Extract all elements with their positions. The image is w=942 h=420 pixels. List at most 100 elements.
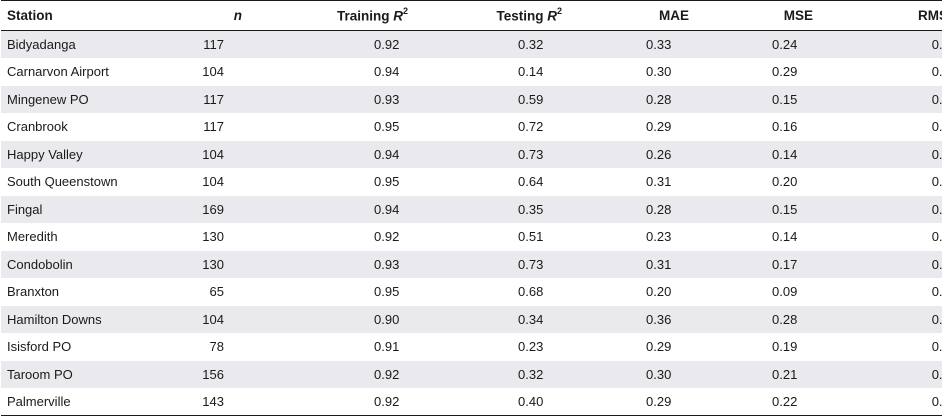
cell-mse: 0.17 <box>772 256 798 272</box>
cell-testing-r2: 0.73 <box>518 256 544 272</box>
cell-n: 117 <box>203 119 224 135</box>
cell-mse: 0.09 <box>772 284 798 300</box>
cell-training-r2: 0.91 <box>374 339 400 355</box>
cell-mae: 0.26 <box>646 146 672 162</box>
cell-training-r2: 0.90 <box>374 311 400 327</box>
cell-n: 104 <box>202 174 224 190</box>
table-row: Mingenew PO 117 0.93 0.59 0.28 0.15 0.39 <box>1 85 942 113</box>
cell-mae: 0.31 <box>646 256 672 272</box>
table-row: Isisford PO 78 0.91 0.23 0.29 0.19 0.43 <box>1 333 942 361</box>
cell-station: Carnarvon Airport <box>7 64 109 80</box>
cell-testing-r2: 0.32 <box>518 37 544 52</box>
cell-station: Palmerville <box>1 388 182 416</box>
cell-mse: 0.14 <box>772 229 798 245</box>
header-row: Station n Training R2 Testing R2 MAE MSE… <box>1 0 942 31</box>
cell-testing-r2: 0.51 <box>518 229 544 245</box>
cell-training-r2: 0.92 <box>374 366 400 382</box>
cell-mse: 0.21 <box>772 366 798 382</box>
header-rmse: RMSE <box>813 0 942 31</box>
header-mae: MAE <box>562 0 689 31</box>
cell-testing-r2: 0.32 <box>518 366 544 382</box>
cell-n: 156 <box>202 366 224 382</box>
cell-mae: 0.20 <box>646 284 672 300</box>
cell-mae: 0.28 <box>646 91 672 107</box>
cell-testing-r2: 0.59 <box>518 91 544 107</box>
cell-rmse: 0.45 <box>931 174 942 190</box>
cell-rmse: 0.39 <box>931 91 942 107</box>
cell-station: South Queenstown <box>7 174 118 190</box>
cell-n: 65 <box>209 284 224 300</box>
header-testing-prefix: Testing <box>496 8 548 24</box>
cell-n: 78 <box>209 339 224 355</box>
cell-station: Taroom PO <box>7 366 73 382</box>
cell-rmse: 0.40 <box>931 119 942 135</box>
table-row: Meredith 130 0.92 0.51 0.23 0.14 0.37 <box>1 223 942 251</box>
cell-mse: 0.15 <box>772 201 798 217</box>
cell-n: 104 <box>202 64 224 80</box>
cell-testing-r2: 0.64 <box>518 174 544 190</box>
cell-station: Condobolin <box>7 256 73 272</box>
cell-rmse: 0.37 <box>931 229 942 245</box>
cell-mse: 0.28 <box>772 311 798 327</box>
cell-station: Fingal <box>7 201 43 217</box>
cell-rmse: 0.41 <box>931 256 942 272</box>
table-row: Taroom PO 156 0.92 0.32 0.30 0.21 0.46 <box>1 360 942 388</box>
table-row: Hamilton Downs 104 0.90 0.34 0.36 0.28 0.53 <box>1 305 942 333</box>
cell-rmse: 0.49 <box>931 37 942 52</box>
cell-rmse: 0.47 <box>813 388 942 416</box>
cell-mse: 0.15 <box>772 91 798 107</box>
header-training-r2: Training R2 <box>252 0 408 31</box>
cell-mae: 0.33 <box>646 37 672 52</box>
cell-testing-r2: 0.72 <box>518 119 544 135</box>
cell-mae: 0.31 <box>646 174 672 190</box>
cell-station: Meredith <box>7 229 58 245</box>
cell-mae: 0.28 <box>646 201 672 217</box>
cell-mae: 0.29 <box>646 339 672 355</box>
cell-training-r2: 0.95 <box>374 174 400 190</box>
table-row: Condobolin 130 0.93 0.73 0.31 0.17 0.41 <box>1 250 942 278</box>
cell-testing-r2: 0.40 <box>408 388 562 416</box>
cell-rmse: 0.30 <box>931 284 942 300</box>
cell-station: Hamilton Downs <box>7 311 102 327</box>
cell-mse: 0.14 <box>772 146 798 162</box>
cell-rmse: 0.38 <box>931 146 942 162</box>
table-row: Cranbrook 117 0.95 0.72 0.29 0.16 0.40 <box>1 113 942 141</box>
header-mse: MSE <box>689 0 813 31</box>
cell-testing-r2: 0.73 <box>518 146 544 162</box>
cell-testing-r2: 0.23 <box>518 339 544 355</box>
cell-rmse: 0.43 <box>931 339 942 355</box>
cell-training-r2: 0.92 <box>374 37 400 52</box>
cell-mae: 0.23 <box>646 229 672 245</box>
cell-mse: 0.29 <box>772 64 798 80</box>
header-training-r: R <box>393 8 403 24</box>
cell-training-r2: 0.94 <box>374 146 400 162</box>
cell-station: Happy Valley <box>7 146 83 162</box>
cell-n: 130 <box>202 229 224 245</box>
cell-n: 143 <box>182 388 252 416</box>
header-testing-sup: 2 <box>556 6 562 17</box>
cell-mae: 0.29 <box>562 388 689 416</box>
table-row: Branxton 65 0.95 0.68 0.20 0.09 0.30 <box>1 278 942 306</box>
cell-testing-r2: 0.68 <box>518 284 544 300</box>
table-row: Carnarvon Airport 104 0.94 0.14 0.30 0.29 0.54 <box>1 58 942 86</box>
header-training-sup: 2 <box>402 6 408 17</box>
cell-n: 117 <box>203 37 224 52</box>
cell-mae: 0.29 <box>646 119 672 135</box>
table-row: Happy Valley 104 0.94 0.73 0.26 0.14 0.38 <box>1 140 942 168</box>
cell-training-r2: 0.92 <box>252 388 408 416</box>
cell-mse: 0.19 <box>772 339 798 355</box>
cell-station: Bidyadanga <box>7 37 76 52</box>
cell-station: Isisford PO <box>7 339 72 355</box>
cell-station: Cranbrook <box>7 119 68 135</box>
cell-mae: 0.36 <box>646 311 672 327</box>
cell-n: 117 <box>203 91 224 107</box>
cell-station: Mingenew PO <box>7 91 89 107</box>
cell-training-r2: 0.94 <box>374 64 400 80</box>
header-training-prefix: Training <box>336 8 394 24</box>
cell-rmse: 0.39 <box>931 201 942 217</box>
cell-training-r2: 0.92 <box>374 229 400 245</box>
cell-mae: 0.30 <box>646 366 672 382</box>
cell-mse: 0.22 <box>689 388 813 416</box>
